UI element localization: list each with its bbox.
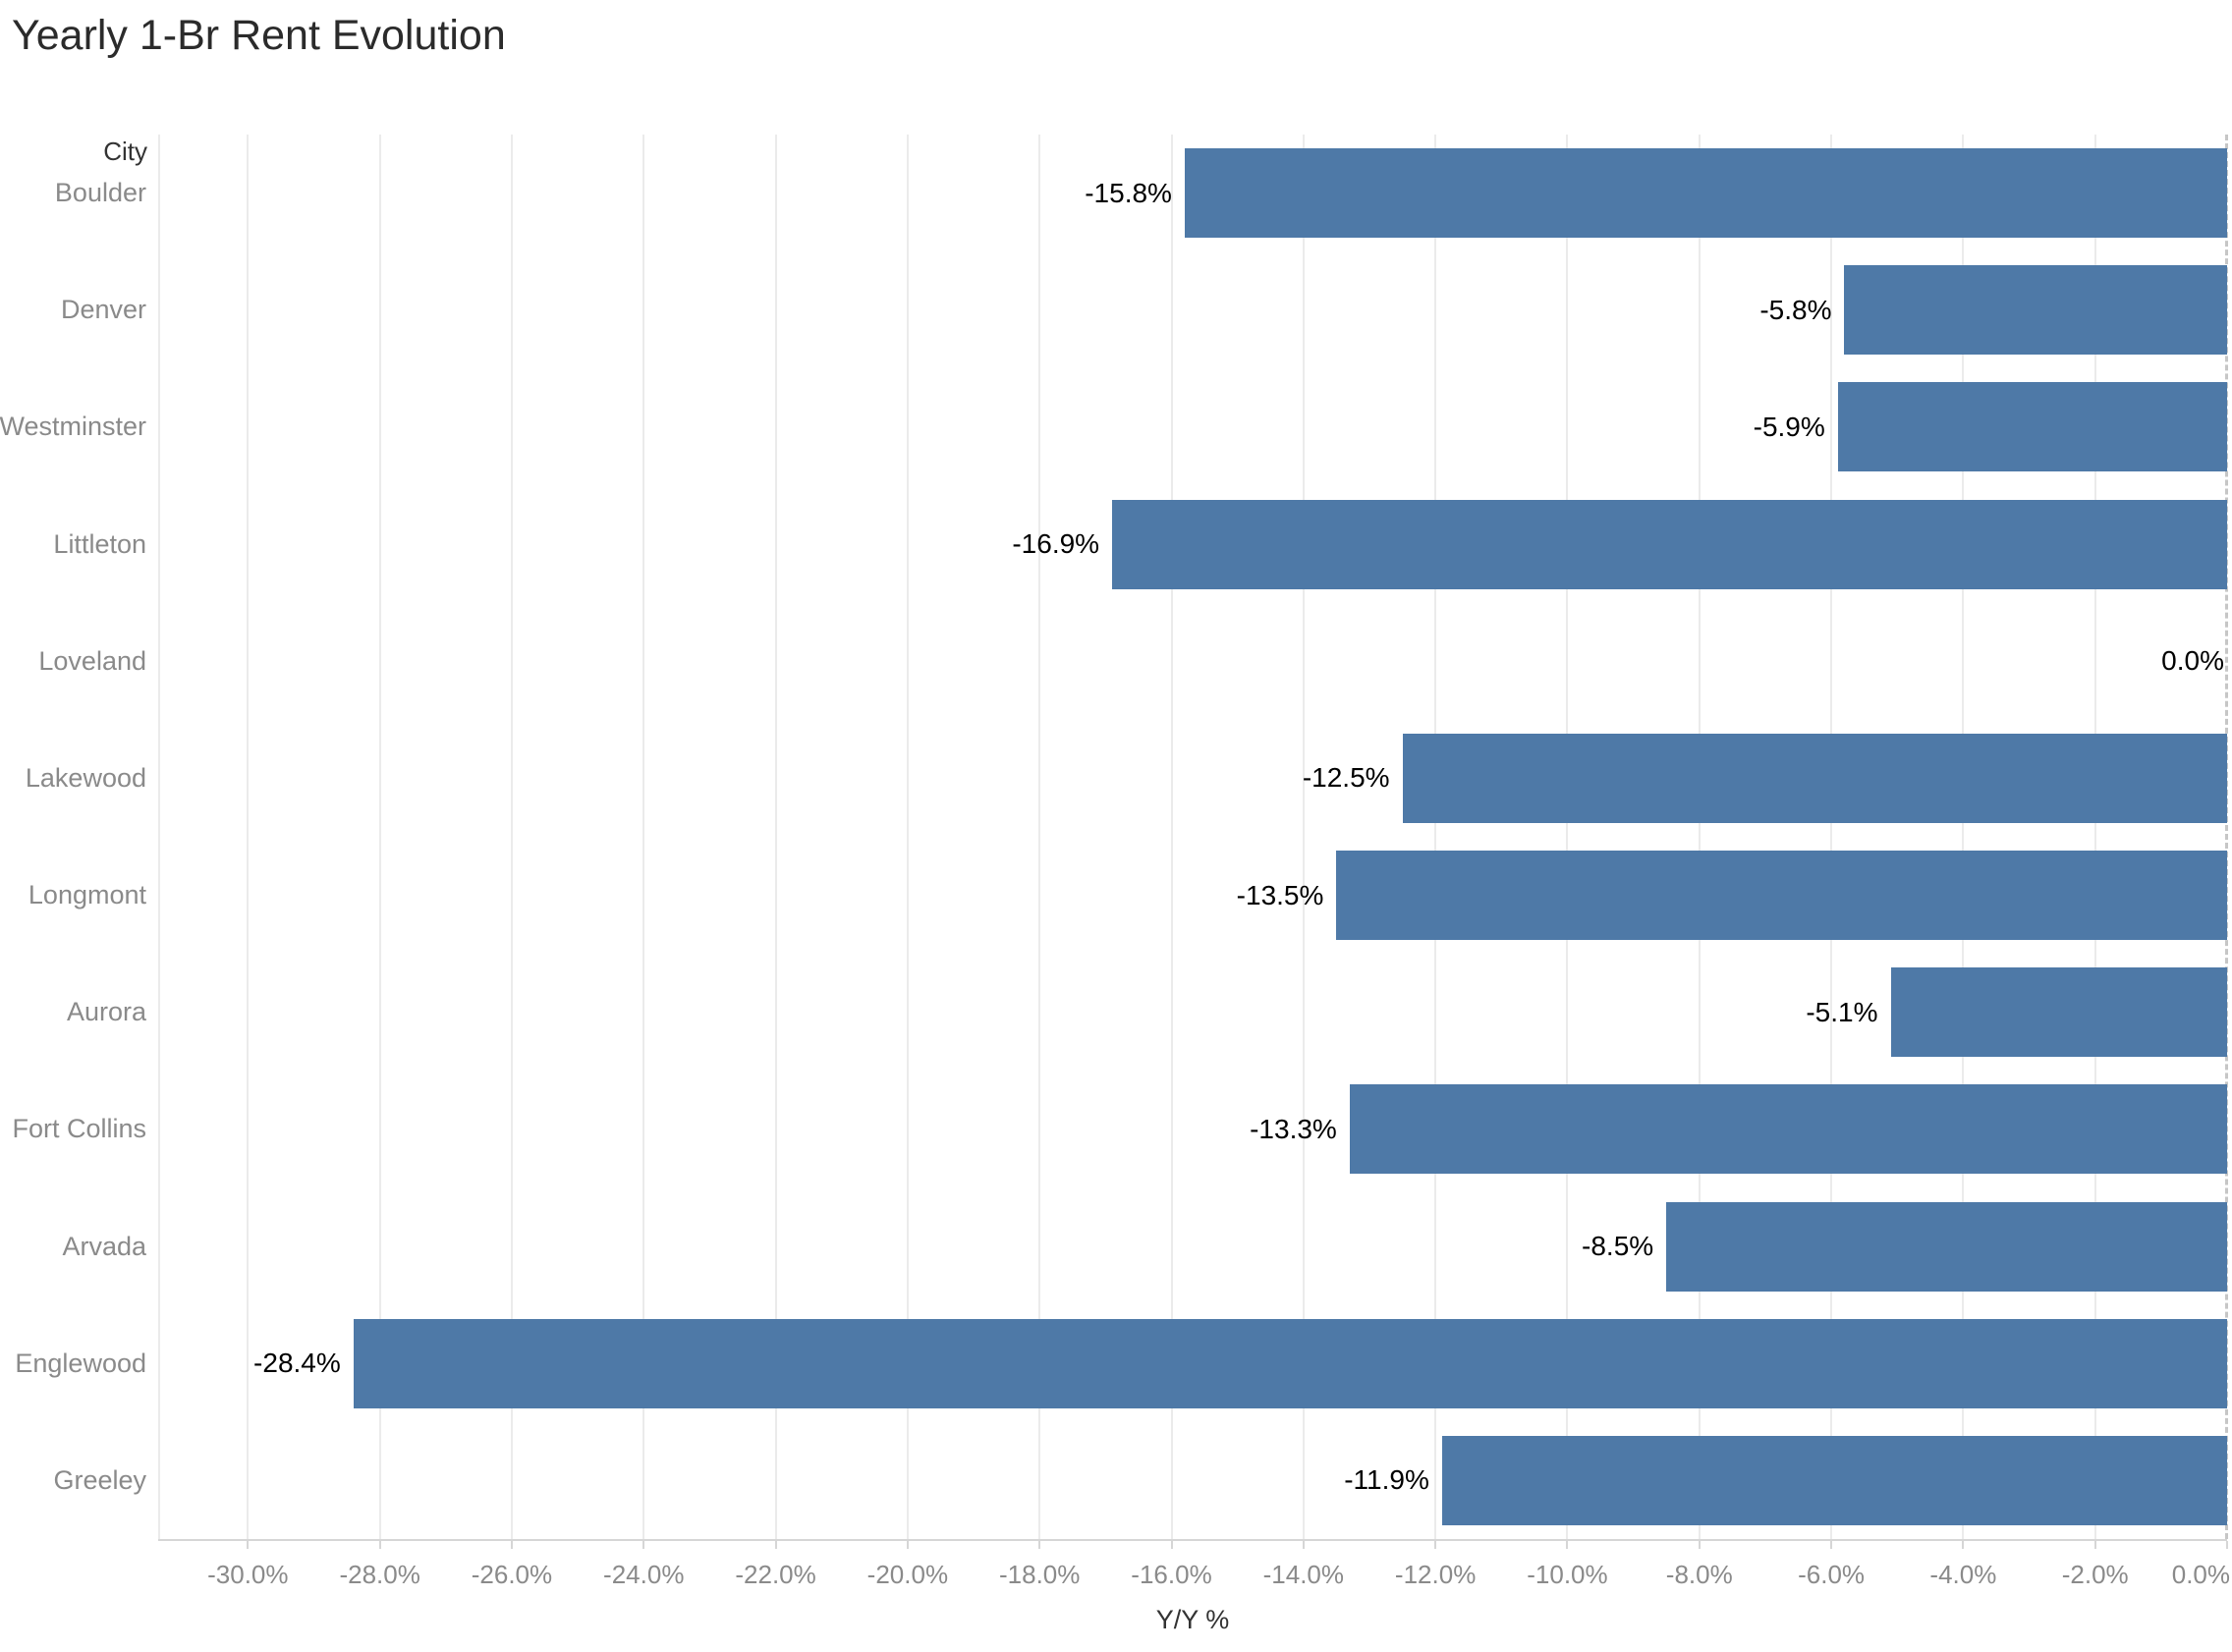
bar-value-label: -5.9% bbox=[1753, 411, 1825, 442]
bar-value-label: -5.1% bbox=[1806, 996, 1878, 1027]
y-axis-label-denver: Denver bbox=[60, 295, 146, 325]
x-tick-label: -28.0% bbox=[339, 1560, 420, 1589]
gridline bbox=[1434, 135, 1437, 1539]
bar-value-label: -16.9% bbox=[1012, 528, 1100, 560]
x-tick-label: -6.0% bbox=[1798, 1560, 1866, 1589]
bar-englewood[interactable] bbox=[353, 1318, 2227, 1408]
gridline bbox=[1038, 135, 1041, 1539]
x-tick-label: -18.0% bbox=[998, 1560, 1081, 1589]
gridline bbox=[774, 135, 777, 1539]
bar-aurora[interactable] bbox=[1890, 967, 2227, 1058]
axis-tick bbox=[1962, 1541, 1965, 1549]
axis-tick bbox=[2226, 1541, 2228, 1549]
x-tick-label: -10.0% bbox=[1527, 1560, 1608, 1589]
axis-tick bbox=[510, 1541, 513, 1549]
y-axis-label-englewood: Englewood bbox=[15, 1348, 146, 1378]
axis-tick bbox=[774, 1541, 777, 1549]
x-tick-label: -30.0% bbox=[207, 1560, 289, 1589]
axis-tick bbox=[1038, 1541, 1041, 1549]
x-axis-title: Y/Y % bbox=[1155, 1605, 1230, 1634]
axis-tick bbox=[1566, 1541, 1569, 1549]
gridline bbox=[247, 135, 250, 1539]
bar-arvada[interactable] bbox=[1666, 1201, 2227, 1292]
gridline bbox=[1830, 135, 1833, 1539]
y-axis-label-loveland: Loveland bbox=[38, 645, 146, 676]
bar-value-label: 0.0% bbox=[2161, 645, 2224, 677]
axis-tick bbox=[1170, 1541, 1173, 1549]
gridline bbox=[1962, 135, 1965, 1539]
bar-value-label: -12.5% bbox=[1302, 762, 1390, 794]
x-tick-label: -8.0% bbox=[1665, 1560, 1733, 1589]
axis-tick bbox=[2093, 1541, 2096, 1549]
gridline bbox=[1170, 135, 1173, 1539]
y-axis-label-arvada: Arvada bbox=[62, 1231, 146, 1261]
y-axis-label-aurora: Aurora bbox=[66, 997, 146, 1027]
x-axis-line bbox=[158, 1539, 2227, 1541]
x-tick-label: -22.0% bbox=[735, 1560, 816, 1589]
gridline bbox=[906, 135, 909, 1539]
bar-boulder[interactable] bbox=[1184, 148, 2227, 239]
x-tick-label: -2.0% bbox=[2061, 1560, 2129, 1589]
y-axis-label-longmont: Longmont bbox=[28, 880, 146, 910]
x-tick-label: -12.0% bbox=[1394, 1560, 1477, 1589]
row-header-city: City bbox=[103, 137, 147, 166]
x-tick-label: -16.0% bbox=[1131, 1560, 1212, 1589]
bar-value-label: -15.8% bbox=[1085, 177, 1172, 208]
gridline bbox=[642, 135, 645, 1539]
x-tick-label: -26.0% bbox=[471, 1560, 553, 1589]
y-axis-label-lakewood: Lakewood bbox=[25, 762, 146, 793]
axis-tick bbox=[1302, 1541, 1305, 1549]
y-axis-label-littleton: Littleton bbox=[53, 528, 146, 559]
y-axis-label-westminster: Westminster bbox=[0, 412, 146, 442]
gridline bbox=[1698, 135, 1701, 1539]
bar-littleton[interactable] bbox=[1112, 499, 2227, 589]
axis-tick bbox=[1434, 1541, 1437, 1549]
axis-tick bbox=[378, 1541, 381, 1549]
axis-tick bbox=[1698, 1541, 1701, 1549]
y-axis: Boulder Denver Westminster Littleton Lovelan… bbox=[0, 135, 146, 1539]
gridline bbox=[1566, 135, 1569, 1539]
axis-tick bbox=[642, 1541, 645, 1549]
bar-longmont[interactable] bbox=[1336, 851, 2227, 941]
zero-gridline bbox=[2225, 135, 2228, 1539]
bar-greeley[interactable] bbox=[1441, 1435, 2227, 1525]
bar-value-label: -8.5% bbox=[1582, 1231, 1654, 1262]
bar-fort-collins[interactable] bbox=[1349, 1084, 2227, 1175]
x-tick-label: -14.0% bbox=[1262, 1560, 1345, 1589]
bar-westminster[interactable] bbox=[1837, 382, 2227, 472]
plot-left-border bbox=[158, 135, 160, 1539]
x-tick-label: -4.0% bbox=[1929, 1560, 1997, 1589]
bar-value-label: -5.8% bbox=[1759, 294, 1832, 325]
bar-lakewood[interactable] bbox=[1402, 733, 2227, 823]
chart-title: Yearly 1-Br Rent Evolution bbox=[12, 12, 506, 59]
y-axis-label-greeley: Greeley bbox=[53, 1464, 146, 1495]
bar-denver[interactable] bbox=[1844, 265, 2227, 356]
y-axis-label-boulder: Boulder bbox=[54, 178, 146, 208]
bar-value-label: -13.3% bbox=[1250, 1113, 1337, 1144]
gridline bbox=[2093, 135, 2096, 1539]
plot-area: -15.8% -5.8% -5.9% -16.9% 0.0% -12.5% -13.5% -5… bbox=[158, 135, 2228, 1539]
x-tick-label: 0.0% bbox=[2171, 1560, 2230, 1589]
gridline bbox=[378, 135, 381, 1539]
x-tick-label: -24.0% bbox=[603, 1560, 685, 1589]
bar-value-label: -28.4% bbox=[253, 1348, 341, 1379]
axis-tick bbox=[247, 1541, 250, 1549]
axis-tick bbox=[906, 1541, 909, 1549]
gridline bbox=[1302, 135, 1305, 1539]
gridline bbox=[510, 135, 513, 1539]
bar-value-label: -13.5% bbox=[1236, 879, 1324, 910]
axis-tick bbox=[1830, 1541, 1833, 1549]
x-tick-label: -20.0% bbox=[866, 1560, 949, 1589]
bar-value-label: -11.9% bbox=[1344, 1464, 1429, 1496]
y-axis-label-fort-collins: Fort Collins bbox=[12, 1114, 146, 1144]
